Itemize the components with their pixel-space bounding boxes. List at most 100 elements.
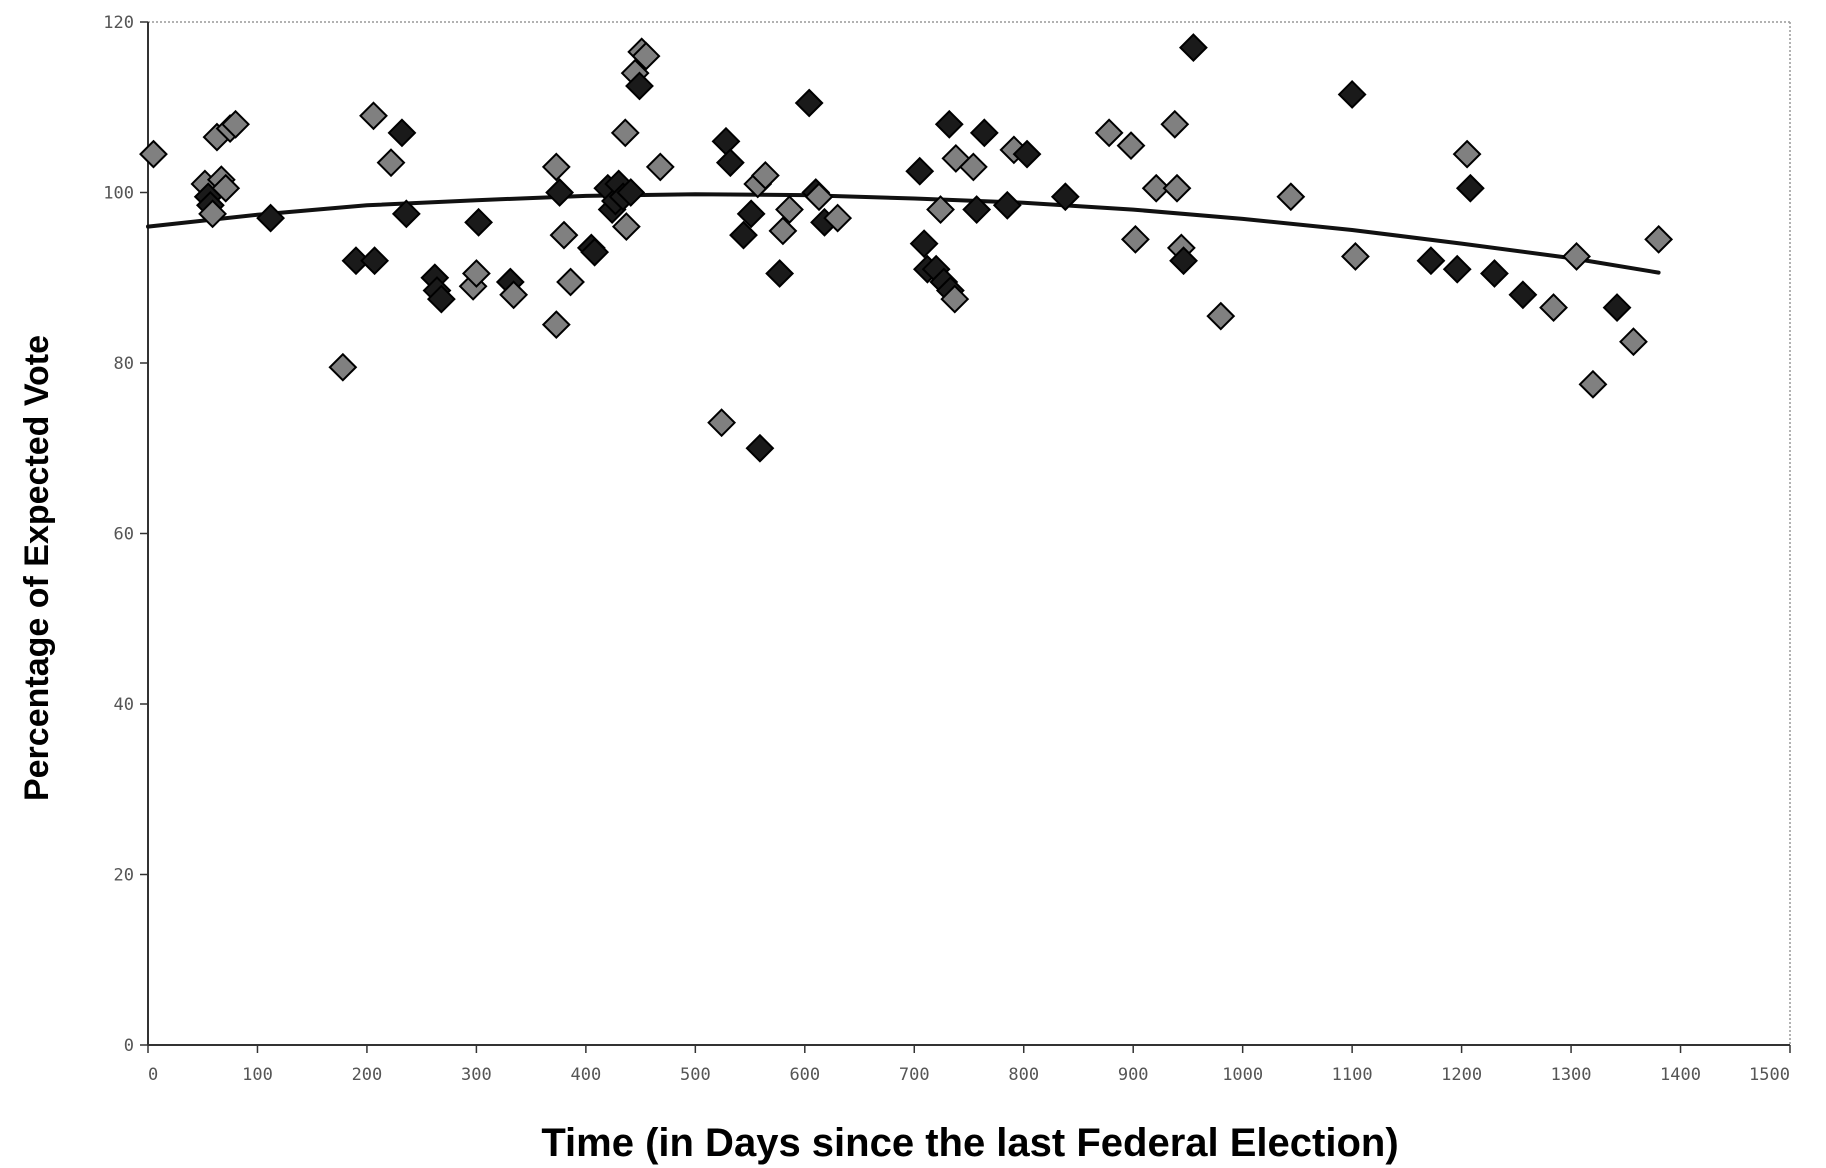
x-tick-label: 800 xyxy=(1008,1065,1039,1085)
data-point xyxy=(992,190,1022,220)
data-point xyxy=(905,156,935,186)
data-point xyxy=(211,173,241,203)
data-point xyxy=(391,199,421,229)
y-axis-title: Percentage of Expected Vote xyxy=(18,335,56,801)
x-tick-label: 700 xyxy=(899,1065,930,1085)
data-point xyxy=(715,148,745,178)
x-tick-label: 600 xyxy=(789,1065,820,1085)
y-tick-label: 80 xyxy=(114,354,134,374)
data-point xyxy=(359,101,388,131)
data-point xyxy=(1480,259,1509,288)
data-point xyxy=(556,267,585,297)
data-point xyxy=(736,199,766,229)
y-tick-label: 0 xyxy=(124,1036,134,1056)
data-point xyxy=(1341,242,1370,271)
data-point xyxy=(1337,80,1367,109)
x-tick-label: 200 xyxy=(352,1065,383,1085)
y-tick-label: 40 xyxy=(114,695,134,715)
data-point xyxy=(804,182,834,212)
x-tick-label: 1500 xyxy=(1749,1065,1790,1085)
data-point xyxy=(1178,33,1208,62)
data-point xyxy=(625,71,654,101)
data-point xyxy=(934,109,964,139)
x-tick-label: 0 xyxy=(148,1065,158,1085)
data-point xyxy=(221,109,250,139)
x-tick-label: 400 xyxy=(571,1065,602,1085)
data-point xyxy=(1169,246,1198,276)
data-point xyxy=(1120,224,1150,254)
x-tick-label: 1300 xyxy=(1551,1065,1592,1085)
data-point xyxy=(745,433,775,463)
x-tick-label: 1000 xyxy=(1222,1065,1263,1085)
y-tick-label: 100 xyxy=(103,184,134,204)
data-point xyxy=(376,148,406,178)
data-point xyxy=(1602,293,1632,323)
data-point xyxy=(387,118,417,148)
data-point xyxy=(1162,173,1192,203)
data-point xyxy=(139,139,168,169)
data-point xyxy=(775,195,804,224)
data-point xyxy=(611,212,641,242)
data-point xyxy=(1452,139,1482,169)
data-point xyxy=(461,259,491,288)
data-point xyxy=(1160,109,1190,139)
y-axis-ticks: 0 20 40 60 80 100 120 xyxy=(103,13,148,1056)
data-point xyxy=(631,41,661,71)
data-point xyxy=(198,199,227,229)
data-point xyxy=(962,195,992,224)
data-point xyxy=(765,259,795,288)
data-point xyxy=(1141,173,1171,203)
data-point xyxy=(958,152,988,182)
data-point xyxy=(256,203,286,233)
data-point xyxy=(909,229,939,259)
y-tick-label: 20 xyxy=(114,866,134,886)
data-point xyxy=(1276,182,1306,212)
data-point xyxy=(729,220,758,250)
data-point xyxy=(1442,254,1472,284)
x-axis-ticks: 0 100 200 300 400 500 600 700 800 900 1000 1100 1200… xyxy=(147,1045,1791,1085)
data-point xyxy=(969,118,999,148)
data-point xyxy=(1455,173,1485,203)
y-tick-label: 60 xyxy=(114,525,134,545)
y-tick-label: 120 xyxy=(103,13,134,33)
data-point xyxy=(1619,327,1648,357)
x-tick-label: 300 xyxy=(461,1065,492,1085)
data-point xyxy=(711,126,741,156)
x-tick-label: 1200 xyxy=(1441,1065,1482,1085)
data-point xyxy=(794,88,824,118)
data-point xyxy=(940,284,970,314)
data-point xyxy=(610,118,640,148)
x-tick-label: 100 xyxy=(242,1065,273,1085)
data-point xyxy=(1562,242,1591,271)
data-point xyxy=(1416,246,1446,276)
data-point xyxy=(750,161,780,190)
data-point xyxy=(541,152,571,182)
data-point xyxy=(768,216,798,246)
data-point xyxy=(545,178,575,207)
data-point xyxy=(1050,182,1080,212)
data-point xyxy=(549,220,579,250)
data-point xyxy=(1206,301,1236,331)
data-point xyxy=(1578,369,1608,399)
data-point xyxy=(1644,224,1674,254)
x-tick-label: 1400 xyxy=(1660,1065,1701,1085)
data-point xyxy=(645,152,675,182)
data-point xyxy=(580,237,610,267)
data-point xyxy=(499,280,529,310)
data-point xyxy=(1508,280,1538,310)
x-axis-title: Time (in Days since the last Federal Ele… xyxy=(541,1121,1398,1165)
data-point xyxy=(1539,293,1568,323)
data-point xyxy=(926,195,955,224)
x-tick-label: 1100 xyxy=(1332,1065,1373,1085)
data-point xyxy=(541,310,571,340)
data-point xyxy=(1012,139,1042,169)
points-layer xyxy=(139,33,1674,463)
data-point xyxy=(823,203,853,233)
data-point xyxy=(464,207,494,237)
x-tick-label: 500 xyxy=(680,1065,711,1085)
data-point xyxy=(426,284,456,314)
data-point xyxy=(707,408,737,438)
data-point xyxy=(616,178,646,207)
data-point xyxy=(1116,131,1146,161)
